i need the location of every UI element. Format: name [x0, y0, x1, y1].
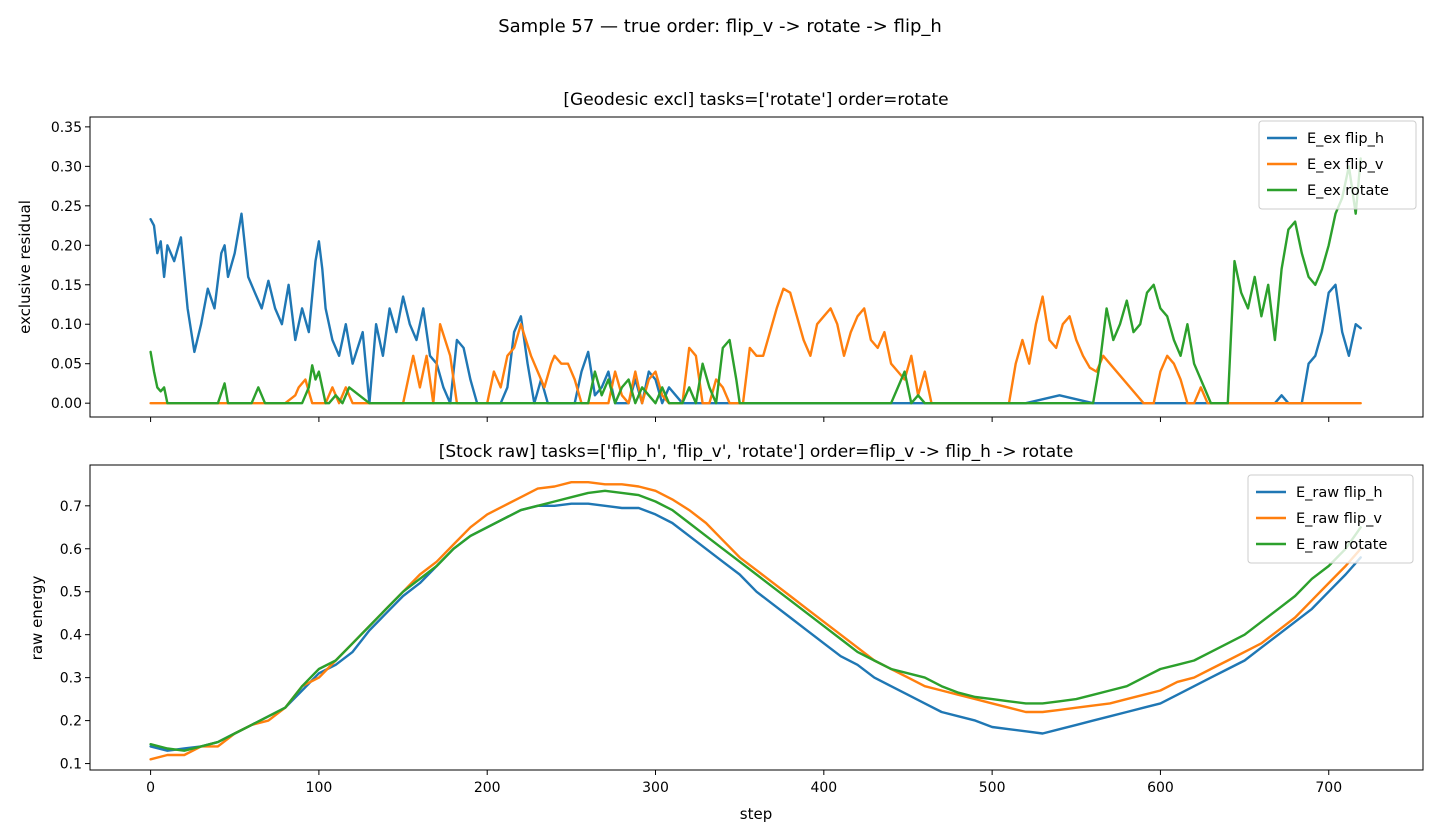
- top-axes-ylabel: exclusive residual: [16, 200, 34, 334]
- bottom-xtick-label: 400: [810, 780, 837, 796]
- bottom-series-line-0: [149, 502, 1362, 752]
- top-axes: [Geodesic excl] tasks=['rotate'] order=r…: [16, 90, 1424, 422]
- bottom-xtick-label: 500: [979, 780, 1006, 796]
- bottom-series-layer: [149, 481, 1362, 761]
- bottom-xtick-label: 200: [474, 780, 501, 796]
- bottom-legend-label-2: E_raw rotate: [1296, 537, 1387, 553]
- figure-suptitle: Sample 57 — true order: flip_v -> rotate…: [498, 16, 942, 37]
- bottom-xtick-label: 600: [1147, 780, 1174, 796]
- bottom-axes-ylabel: raw energy: [28, 576, 46, 661]
- bottom-xtick-label: 700: [1315, 780, 1342, 796]
- top-ytick-label: 0.05: [51, 357, 82, 373]
- top-ytick-label: 0.35: [51, 120, 82, 136]
- top-axes-frame: [89, 116, 1424, 418]
- bottom-legend: E_raw flip_h E_raw flip_v E_raw rotate: [1247, 474, 1414, 564]
- bottom-series-line-2: [149, 489, 1362, 752]
- bottom-ytick-label: 0.4: [60, 628, 82, 644]
- top-legend-label-1: E_ex flip_v: [1307, 157, 1384, 173]
- top-axes-title: [Geodesic excl] tasks=['rotate'] order=r…: [563, 90, 948, 110]
- top-ytick-label: 0.20: [51, 238, 82, 254]
- bottom-ytick-label: 0.6: [60, 542, 82, 558]
- top-ytick-label: 0.25: [51, 199, 82, 215]
- top-tick-layer: 0.00 0.05 0.10 0.15 0.20 0.25 0.30 0.35: [51, 120, 1330, 422]
- bottom-axes-frame: [89, 464, 1424, 771]
- top-ytick-label: 0.00: [51, 396, 82, 412]
- bottom-xtick-label: 300: [642, 780, 669, 796]
- top-ytick-label: 0.10: [51, 317, 82, 333]
- bottom-ytick-label: 0.2: [60, 714, 82, 730]
- bottom-ytick-label: 0.7: [60, 499, 82, 515]
- bottom-ytick-label: 0.3: [60, 671, 82, 687]
- bottom-axes-xlabel: step: [740, 805, 772, 823]
- bottom-xtick-label: 0: [146, 780, 155, 796]
- bottom-axes-title: [Stock raw] tasks=['flip_h', 'flip_v', '…: [439, 442, 1074, 462]
- top-legend: E_ex flip_h E_ex flip_v E_ex rotate: [1258, 120, 1417, 210]
- bottom-tick-layer: 0 100 200 300 400 500 600 700 0.1 0.2 0.3 0.4 0.5 0.6…: [60, 499, 1342, 796]
- top-series-layer: [149, 157, 1362, 405]
- top-series-line-2: [149, 157, 1362, 405]
- top-series-line-1: [149, 287, 1362, 405]
- bottom-xtick-label: 100: [306, 780, 333, 796]
- top-legend-box: [1258, 120, 1417, 210]
- top-legend-label-2: E_ex rotate: [1307, 183, 1389, 199]
- bottom-legend-label-0: E_raw flip_h: [1296, 485, 1383, 501]
- bottom-legend-label-1: E_raw flip_v: [1296, 511, 1382, 527]
- top-ytick-label: 0.15: [51, 278, 82, 294]
- top-legend-label-0: E_ex flip_h: [1307, 131, 1384, 147]
- bottom-ytick-label: 0.1: [60, 757, 82, 773]
- top-ytick-label: 0.30: [51, 159, 82, 175]
- bottom-legend-box: [1247, 474, 1414, 564]
- bottom-ytick-label: 0.5: [60, 585, 82, 601]
- bottom-axes: [Stock raw] tasks=['flip_h', 'flip_v', '…: [28, 442, 1424, 823]
